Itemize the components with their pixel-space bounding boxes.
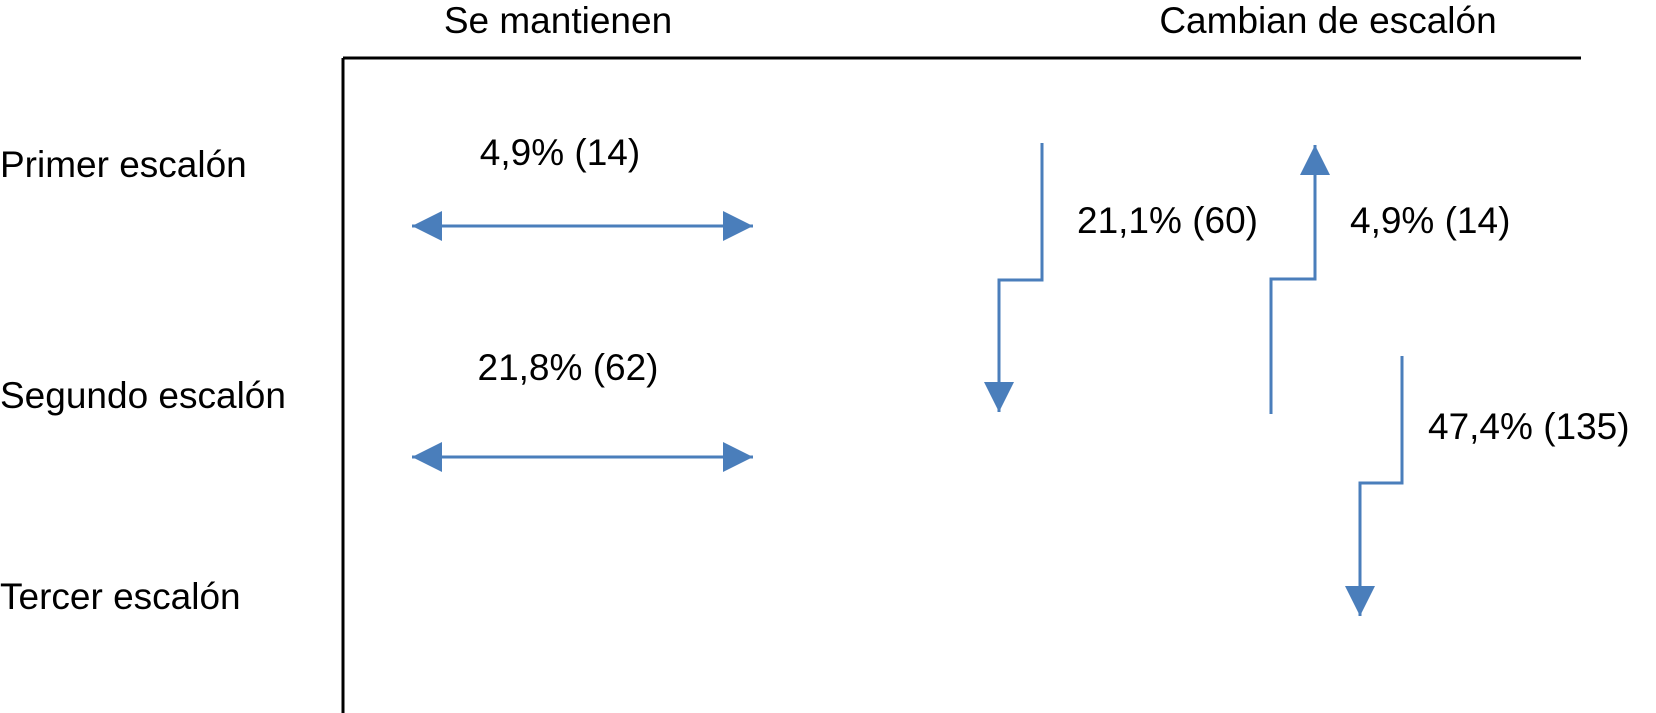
arrow-label: 21,1% (60) (1077, 200, 1258, 241)
step-up-arrow (1269, 145, 1330, 414)
row-label: Segundo escalón (0, 375, 286, 416)
arrow-label: 21,8% (62) (478, 347, 659, 388)
column-header: Cambian de escalón (1159, 0, 1496, 41)
step-down-arrow (984, 143, 1044, 412)
step-down-arrow (1345, 356, 1404, 616)
row-label: Primer escalón (0, 144, 247, 185)
arrow-label: 47,4% (135) (1428, 406, 1630, 447)
column-header: Se mantienen (444, 0, 672, 41)
arrow-label: 4,9% (14) (480, 132, 640, 173)
arrow-label: 4,9% (14) (1350, 200, 1510, 241)
row-label: Tercer escalón (0, 576, 241, 617)
